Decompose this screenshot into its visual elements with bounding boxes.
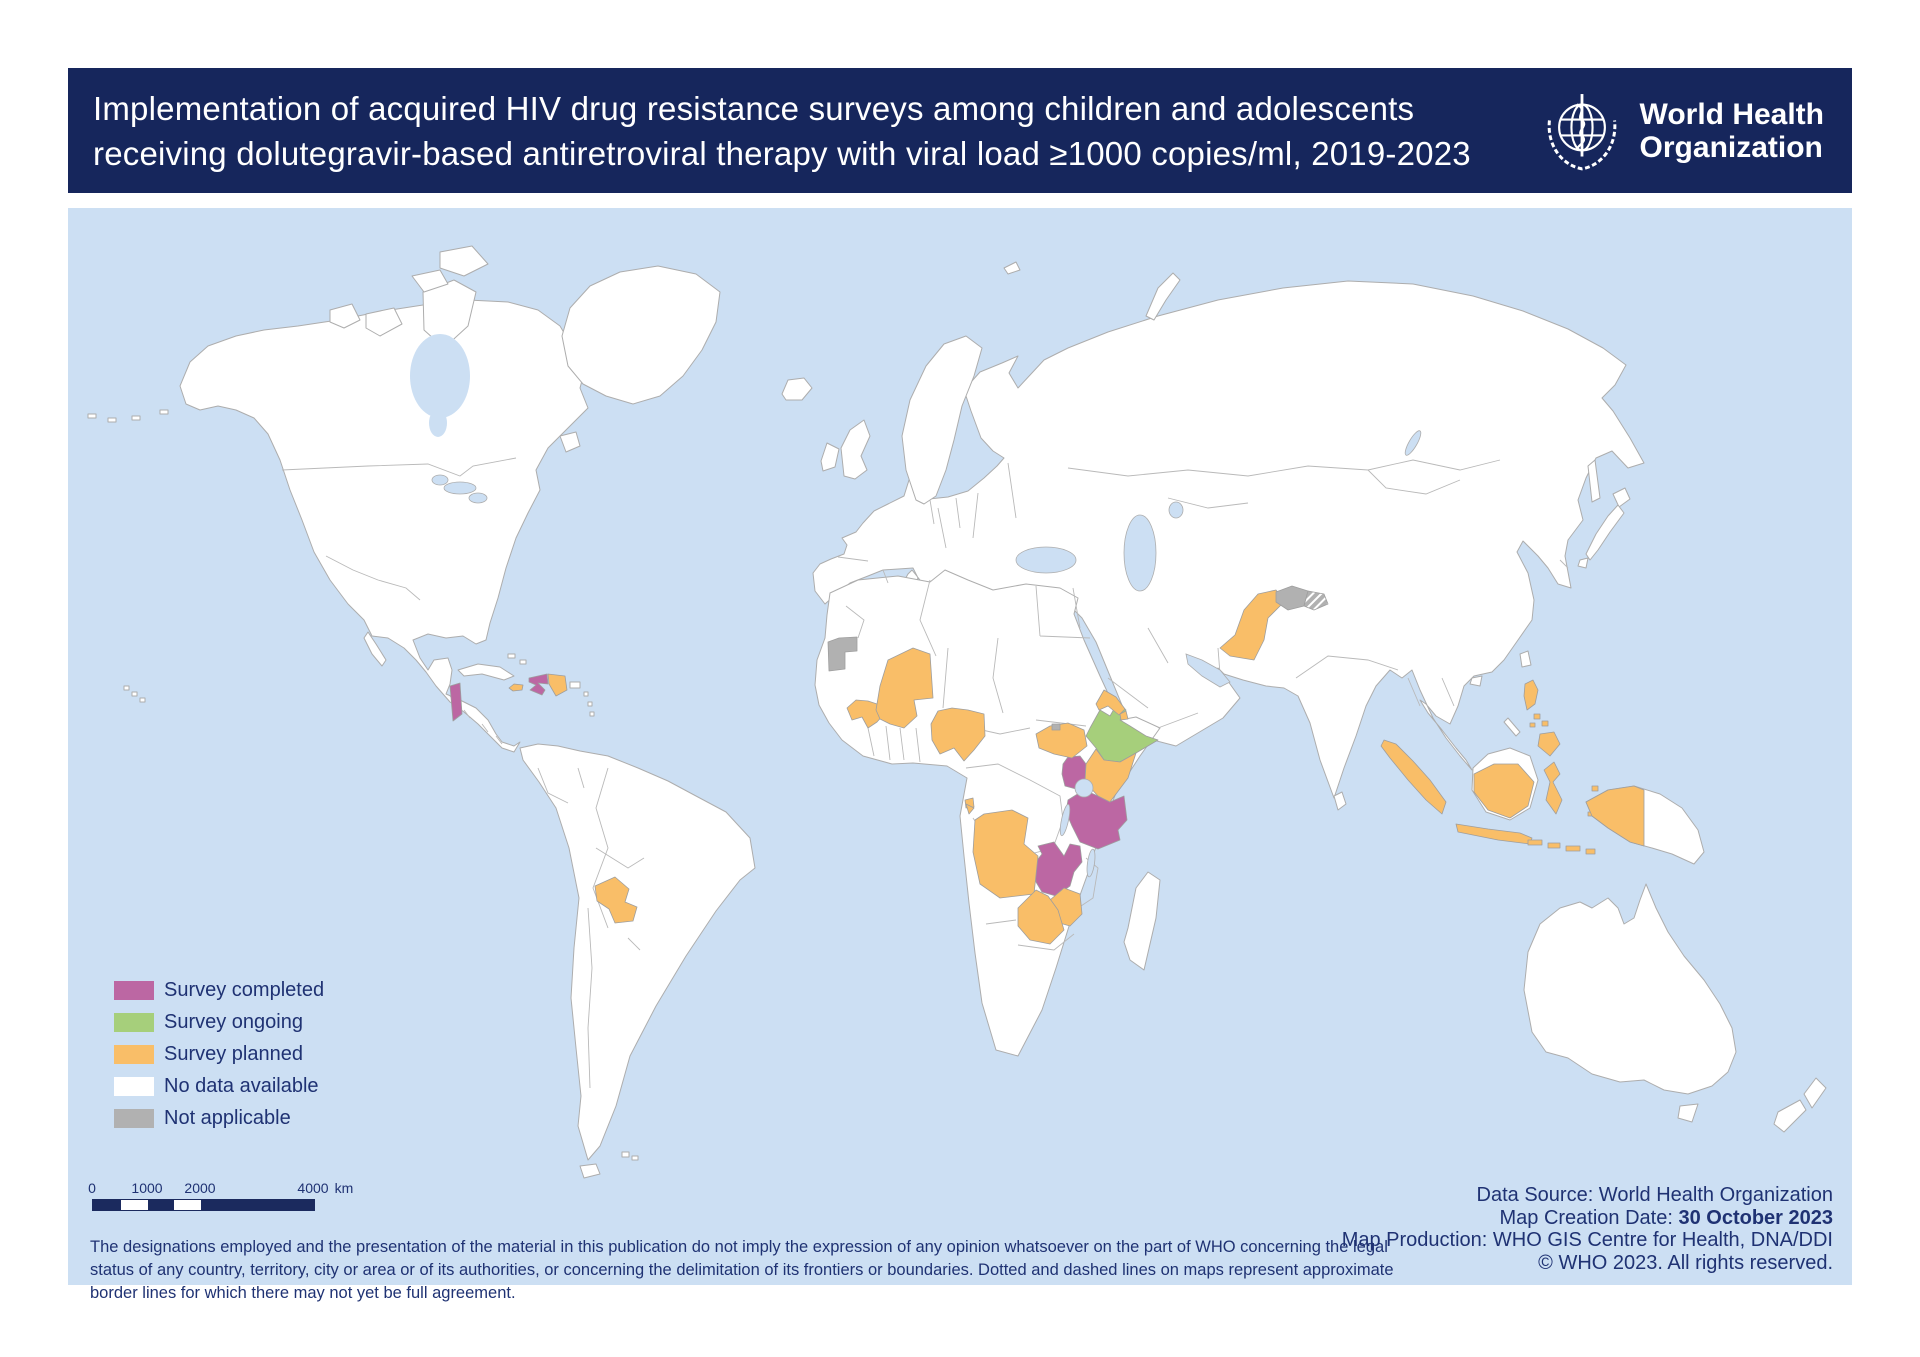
legend-label-planned: Survey planned: [164, 1042, 303, 1065]
who-logo: World Health Organization: [1538, 87, 1852, 175]
country-eritrea: [1095, 689, 1126, 716]
country-belize: [449, 682, 463, 722]
territory-jammu-kashmir-hatched: [1303, 590, 1329, 611]
map-panel: Survey completed Survey ongoing Survey p…: [68, 208, 1852, 1302]
country-botswana: [1017, 889, 1065, 945]
country-philippines-luzon: [1523, 679, 1539, 711]
aral-sea: [1168, 501, 1184, 519]
who-logo-line2: Organization: [1639, 130, 1823, 164]
lakes: [410, 334, 1422, 878]
great-britain: [840, 419, 871, 480]
legend-item: Survey planned: [114, 1038, 324, 1070]
country-indonesia-papua: [1585, 785, 1645, 847]
legend-item: No data available: [114, 1070, 324, 1102]
title-line-1: Implementation of acquired HIV drug resi…: [93, 89, 1415, 127]
cuba: [457, 663, 515, 681]
who-emblem-icon: [1547, 93, 1616, 170]
credits-copyright: © WHO 2023. All rights reserved.: [1538, 1251, 1833, 1274]
scale-bar-ticks: 0 1000 2000 4000 km: [88, 1180, 372, 1198]
who-logo-text: World Health Organization: [1640, 98, 1824, 164]
country-jamaica: [508, 683, 524, 692]
scale-tick-1000: 1000: [131, 1180, 163, 1196]
country-paraguay: [594, 876, 638, 924]
country-nigeria: [930, 707, 986, 762]
legend-item: Survey completed: [114, 974, 324, 1006]
disclaimer-text: The designations employed and the presen…: [90, 1238, 1394, 1302]
country-indonesia-maluku: [1591, 785, 1599, 792]
persian-gulf: [1185, 653, 1231, 688]
hokkaido: [1612, 487, 1631, 508]
great-lakes: [443, 481, 477, 495]
country-mali: [875, 647, 934, 729]
title-line-2: receiving dolutegravir-based antiretrovi…: [93, 134, 1471, 172]
legend-item: Not applicable: [114, 1102, 324, 1134]
lake-victoria: [1074, 778, 1094, 798]
survey-countries: [449, 585, 1645, 945]
taiwan: [1519, 650, 1532, 668]
legend-label-not-applicable: Not applicable: [164, 1106, 291, 1129]
country-djibouti: [1119, 710, 1129, 721]
country-angola: [972, 809, 1039, 899]
lake-tanganyika: [1059, 803, 1071, 837]
continent-south-america: [519, 743, 756, 1161]
country-philippines-visayas: [1533, 713, 1541, 720]
honshu: [1585, 504, 1625, 561]
legend-swatch-completed: [114, 980, 154, 1000]
title-bar: Implementation of acquired HIV drug resi…: [68, 68, 1852, 193]
map-credits: Data Source: World Health Organization M…: [1342, 1184, 1833, 1274]
hudson-bay: [410, 334, 470, 418]
legend-label-no-data: No data available: [164, 1074, 319, 1097]
legend-item: Survey ongoing: [114, 1006, 324, 1038]
ireland: [820, 442, 840, 472]
iceland: [781, 377, 813, 401]
scale-tick-4000: 4000: [297, 1180, 329, 1196]
country-philippines-mindanao: [1537, 731, 1561, 757]
country-dominican-republic: [547, 673, 568, 697]
country-indonesia-kalimantan: [1473, 763, 1535, 819]
country-indonesia-sulawesi: [1543, 761, 1563, 815]
scale-bar-graphic: [92, 1199, 315, 1211]
legend-swatch-ongoing: [114, 1012, 154, 1032]
legend-swatch-not-applicable: [114, 1108, 154, 1128]
scale-tick-2000: 2000: [184, 1180, 216, 1196]
country-indonesia-sumatra: [1380, 739, 1447, 815]
territory-western-sahara: [827, 636, 858, 672]
country-indonesia-lesser-sunda: [1527, 839, 1543, 846]
who-logo-line1: World Health: [1639, 97, 1824, 131]
world-map: [87, 245, 1827, 1179]
legend-swatch-planned: [114, 1044, 154, 1064]
baja-california: [363, 631, 387, 667]
sakhalin: [1587, 459, 1601, 503]
country-borders: [281, 457, 1569, 1089]
country-haiti: [528, 673, 549, 696]
lake-malawi: [1086, 848, 1096, 878]
scale-bar: 0 1000 2000 4000 km: [88, 1180, 372, 1220]
credits-creation-date: Map Creation Date: 30 October 2023: [1499, 1206, 1833, 1229]
black-sea: [1015, 546, 1077, 574]
scale-unit: km: [334, 1180, 354, 1196]
credits-production: Map Production: WHO GIS Centre for Healt…: [1341, 1229, 1833, 1251]
scale-tick-0: 0: [88, 1180, 96, 1196]
caspian-sea: [1123, 514, 1157, 592]
sri-lanka: [1333, 791, 1347, 811]
tasmania: [1677, 1103, 1699, 1123]
scandinavia: [901, 335, 983, 505]
legend-label-ongoing: Survey ongoing: [164, 1010, 303, 1033]
greenland: [561, 265, 721, 405]
lake-baikal: [1404, 430, 1422, 456]
legend-swatch-no-data: [114, 1076, 154, 1096]
continent-north-america: [179, 299, 589, 753]
country-angola-cabinda: [965, 803, 975, 815]
map-legend: Survey completed Survey ongoing Survey p…: [114, 974, 324, 1134]
page-title: Implementation of acquired HIV drug resi…: [68, 86, 1471, 176]
madagascar: [1123, 871, 1161, 971]
credits-data-source: Data Source: World Health Organization: [1476, 1184, 1833, 1206]
legend-label-completed: Survey completed: [164, 978, 325, 1001]
country-indonesia-java: [1455, 823, 1533, 845]
australia: [1523, 883, 1737, 1095]
territory-abyei: [1051, 723, 1061, 731]
